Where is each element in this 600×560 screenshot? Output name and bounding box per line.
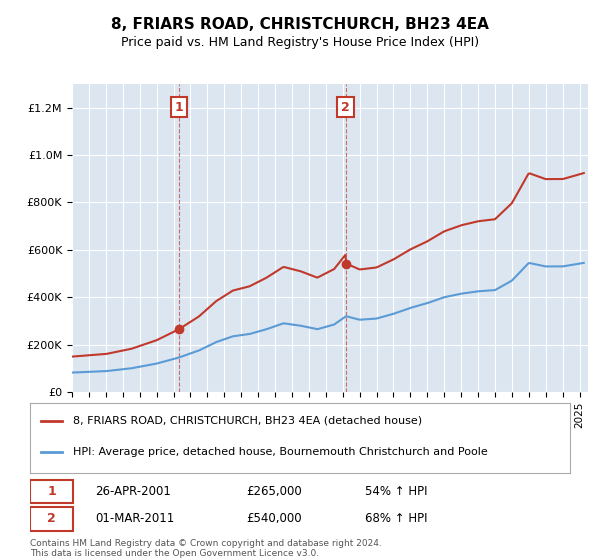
Text: 1: 1 [175, 101, 183, 114]
Text: 1: 1 [47, 485, 56, 498]
Text: 01-MAR-2011: 01-MAR-2011 [95, 512, 174, 525]
Text: 54% ↑ HPI: 54% ↑ HPI [365, 485, 427, 498]
Text: 2: 2 [47, 512, 56, 525]
Text: Price paid vs. HM Land Registry's House Price Index (HPI): Price paid vs. HM Land Registry's House … [121, 36, 479, 49]
Text: HPI: Average price, detached house, Bournemouth Christchurch and Poole: HPI: Average price, detached house, Bour… [73, 447, 488, 457]
Text: 8, FRIARS ROAD, CHRISTCHURCH, BH23 4EA: 8, FRIARS ROAD, CHRISTCHURCH, BH23 4EA [111, 17, 489, 32]
Text: £540,000: £540,000 [246, 512, 302, 525]
Text: Contains HM Land Registry data © Crown copyright and database right 2024.
This d: Contains HM Land Registry data © Crown c… [30, 539, 382, 558]
Text: 2: 2 [341, 101, 350, 114]
Text: 26-APR-2001: 26-APR-2001 [95, 485, 170, 498]
Text: 8, FRIARS ROAD, CHRISTCHURCH, BH23 4EA (detached house): 8, FRIARS ROAD, CHRISTCHURCH, BH23 4EA (… [73, 416, 422, 426]
Text: 68% ↑ HPI: 68% ↑ HPI [365, 512, 427, 525]
Text: £265,000: £265,000 [246, 485, 302, 498]
FancyBboxPatch shape [30, 507, 73, 531]
FancyBboxPatch shape [30, 479, 73, 503]
